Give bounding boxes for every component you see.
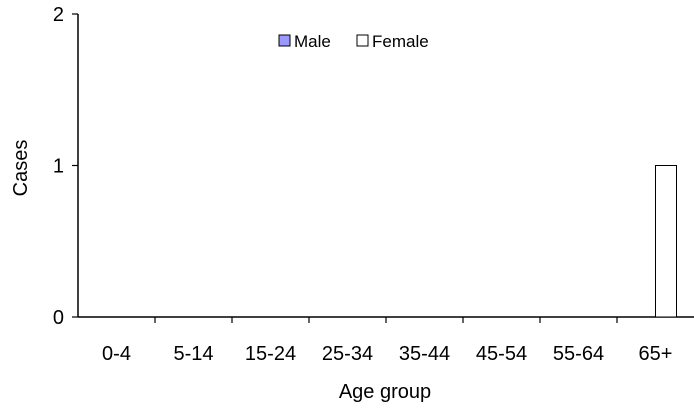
legend-swatch-male xyxy=(278,34,291,47)
x-tick-label: 55-64 xyxy=(553,343,604,365)
x-tick-label: 25-34 xyxy=(322,343,373,365)
x-axis-ticks: 0-4 5-14 15-24 25-34 35-44 45-54 55-64 65+ xyxy=(102,317,672,365)
y-tick-label: 1 xyxy=(53,156,64,178)
x-tick-label: 15-24 xyxy=(245,343,296,365)
y-axis-title: Cases xyxy=(10,140,32,197)
x-tick-label: 0-4 xyxy=(102,343,131,365)
bar-female-65+ xyxy=(655,165,677,318)
x-tick-label: 5-14 xyxy=(173,343,213,365)
y-tick-label: 0 xyxy=(53,307,64,329)
x-tick-label: 45-54 xyxy=(476,343,527,365)
x-tick-label: 35-44 xyxy=(399,343,450,365)
x-tick-label: 65+ xyxy=(639,343,673,365)
legend-swatch-female xyxy=(356,34,369,47)
y-axis-ticks: 0 1 2 xyxy=(53,4,78,329)
legend-label-female: Female xyxy=(372,32,429,51)
legend-label-male: Male xyxy=(294,32,331,51)
bars xyxy=(655,165,677,318)
y-tick-label: 2 xyxy=(53,4,64,26)
x-axis-title: Age group xyxy=(339,381,431,403)
legend: Male Female xyxy=(278,32,429,51)
